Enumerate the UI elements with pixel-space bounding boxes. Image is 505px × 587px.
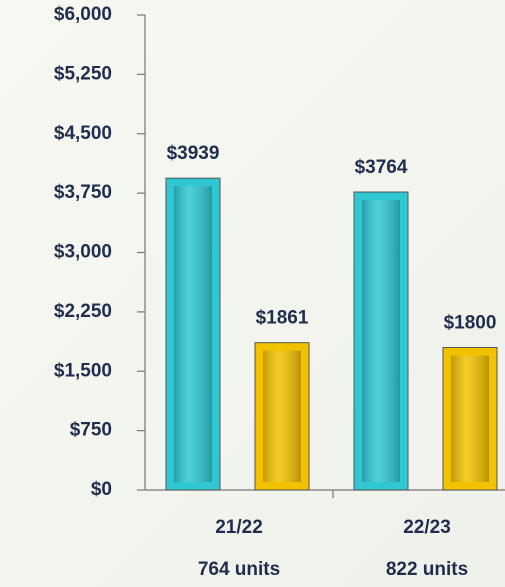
value-label: $3939 [167, 143, 220, 164]
x-tick-label: 21/22 [215, 517, 263, 538]
bar-bevel [174, 186, 212, 482]
x-sublabel: 822 units [386, 559, 468, 580]
value-label: $1800 [444, 313, 497, 334]
bar-bevel [362, 200, 400, 482]
bar-bevel [263, 350, 301, 482]
y-tick-label: $750 [70, 420, 112, 441]
y-tick-label: $3,750 [54, 182, 112, 203]
x-sublabel: 764 units [198, 559, 280, 580]
y-tick-label: $4,500 [54, 123, 112, 144]
y-tick-label: $0 [91, 479, 112, 500]
y-tick-label: $3,000 [54, 242, 112, 263]
value-label: $3764 [355, 157, 408, 178]
bar-bevel [451, 355, 489, 482]
y-tick-label: $6,000 [54, 4, 112, 25]
y-tick-label: $5,250 [54, 63, 112, 84]
x-tick-label: 22/23 [403, 517, 451, 538]
y-tick-label: $2,250 [54, 301, 112, 322]
y-tick-label: $1,500 [54, 360, 112, 381]
value-label: $1861 [256, 308, 309, 329]
